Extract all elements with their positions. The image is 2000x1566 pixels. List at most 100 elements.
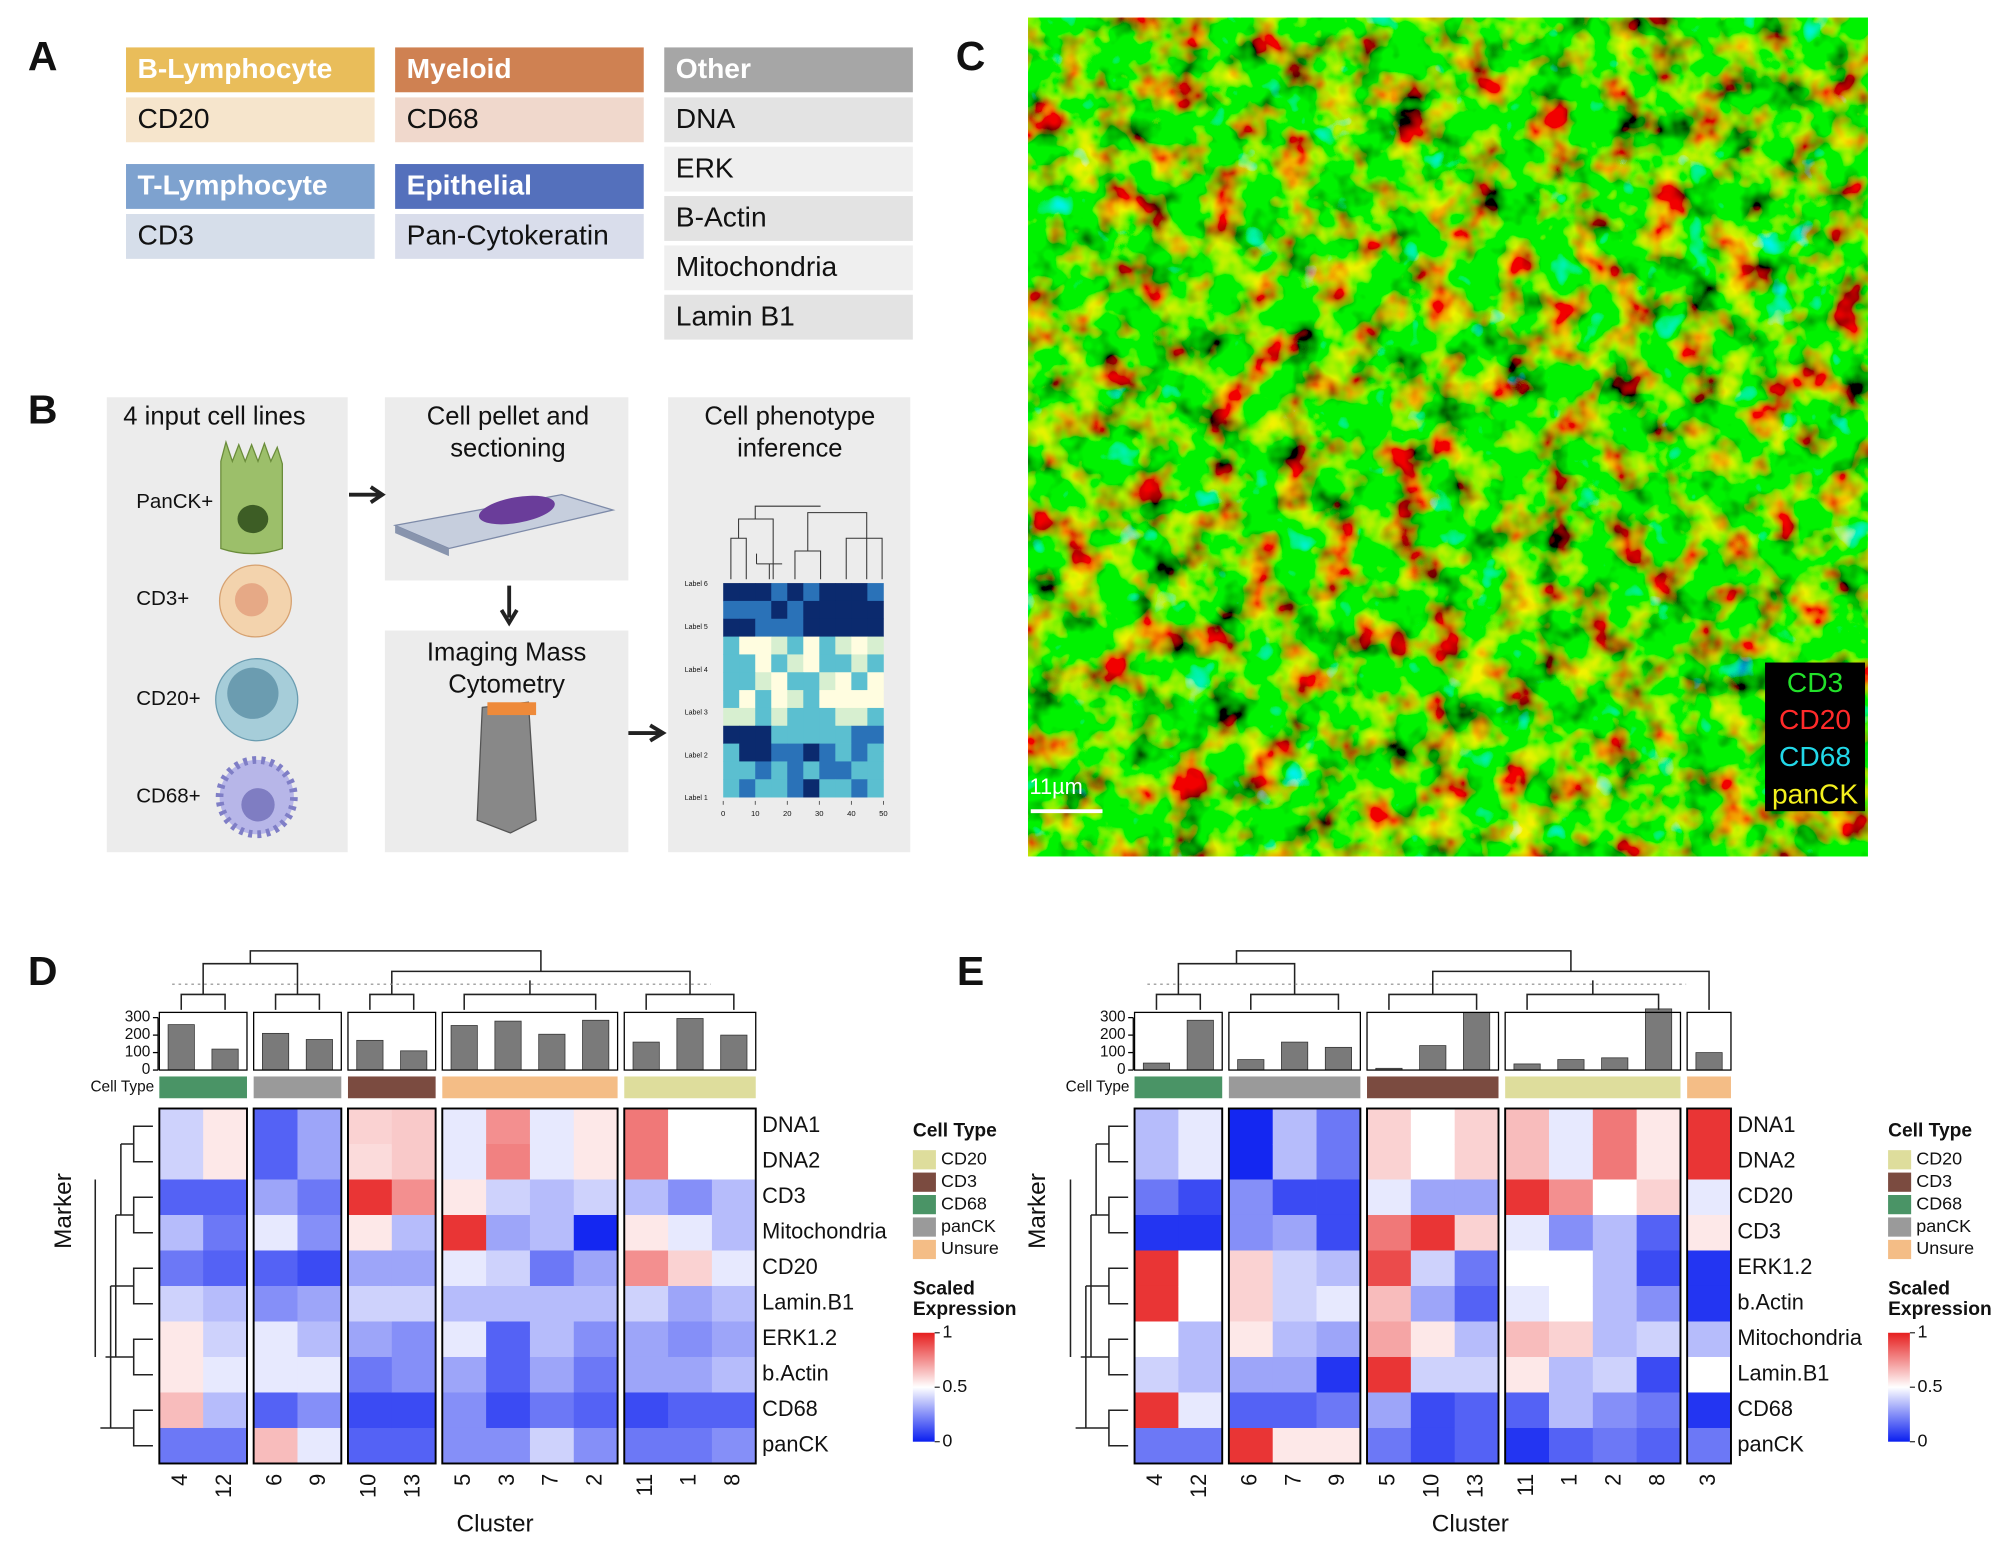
legend-swatch — [912, 1150, 936, 1170]
count-bar — [582, 1019, 610, 1071]
mini-cell — [723, 583, 740, 602]
cell-line: CD3+ — [136, 587, 189, 610]
marker-label: CD20 — [1737, 1183, 1793, 1208]
cluster-label: 2 — [581, 1474, 606, 1486]
heatmap-cell — [1272, 1144, 1317, 1180]
cluster-label: 5 — [450, 1474, 475, 1486]
colorbar-tick-label: 0.5 — [942, 1376, 967, 1396]
heatmap-cell — [347, 1179, 393, 1216]
cluster-label: 10 — [356, 1474, 381, 1498]
heatmap-cell — [203, 1108, 248, 1145]
heatmap-cell — [1548, 1427, 1594, 1464]
heatmap-cell — [203, 1285, 248, 1322]
dendrogram — [1069, 1125, 1129, 1447]
mini-cell — [723, 779, 740, 798]
mini-cell — [803, 654, 820, 673]
heatmap-cell — [711, 1321, 757, 1358]
panel-b-art: Label 6 Label 5 Label 4 Label 3 Label 2 Label… — [106, 397, 911, 853]
heatmap-cell — [159, 1108, 204, 1145]
heatmap-cell — [1410, 1108, 1456, 1145]
mini-cell — [755, 636, 772, 655]
cluster-label: 3 — [1695, 1474, 1720, 1486]
marker-row — [664, 97, 913, 143]
legend-swatch — [1888, 1195, 1912, 1215]
cell-type-strip — [1134, 1076, 1223, 1099]
marker-label: CD20 — [762, 1254, 818, 1279]
heatmap-cell — [1410, 1179, 1456, 1216]
heatmap-cell — [668, 1250, 713, 1287]
heatmap-cell — [624, 1356, 669, 1393]
heatmap-cell — [203, 1250, 248, 1287]
panel-label: A — [28, 33, 58, 79]
heatmap-cell — [1410, 1427, 1456, 1464]
mini-cell — [851, 707, 868, 727]
heatmap-cell — [486, 1392, 531, 1429]
mini-tick-label: 30 — [815, 809, 824, 818]
nucleus — [234, 583, 269, 617]
box-title: Cell phenotype — [704, 403, 875, 431]
heatmap-cell — [1272, 1285, 1317, 1322]
heatmap-cell — [1454, 1144, 1499, 1180]
heatmap-cell — [1548, 1392, 1594, 1429]
heatmap-cell — [1367, 1321, 1412, 1358]
box — [384, 397, 629, 581]
mini-heatmap: Label 6 Label 5 Label 4 Label 3 Label 2 Label… — [685, 505, 888, 818]
heatmap-cell — [159, 1285, 204, 1322]
heatmap-cell — [347, 1427, 393, 1464]
mini-cell — [867, 707, 884, 727]
cluster-label: 9 — [1324, 1474, 1349, 1486]
box-title: Cell pellet and — [427, 403, 589, 431]
cell-type-strip — [347, 1076, 436, 1099]
cell-type-strip — [159, 1076, 247, 1099]
heatmap-cell — [668, 1427, 713, 1464]
mini-cell — [835, 636, 852, 655]
heatmap-cell — [711, 1392, 757, 1429]
mini-cell — [739, 743, 756, 762]
mini-tick-label: 50 — [879, 809, 888, 818]
count-bar — [1281, 1041, 1309, 1071]
heatmap-cell — [486, 1179, 531, 1216]
marker-name: CD3 — [138, 219, 194, 251]
heatmap-cell — [624, 1285, 669, 1322]
mini-cell — [835, 690, 852, 709]
mini-tick-label: 10 — [751, 809, 760, 818]
mini-cell — [819, 690, 836, 709]
cluster-label: 1 — [1557, 1474, 1582, 1486]
scale-title: Scaled — [913, 1278, 975, 1299]
heatmap-cell — [1687, 1321, 1732, 1358]
mini-cell — [803, 583, 820, 602]
heatmap-cell — [711, 1356, 757, 1393]
mini-cell — [819, 761, 836, 780]
cell-line: CD20+ — [136, 687, 200, 710]
mini-cell — [867, 600, 884, 620]
heatmap-cell — [1636, 1144, 1681, 1180]
bar-box — [158, 1011, 248, 1071]
count-bar — [720, 1034, 748, 1071]
cluster-label: 2 — [1600, 1474, 1625, 1486]
heatmap-cell — [1228, 1144, 1274, 1180]
mini-tick-label: 40 — [847, 809, 856, 818]
mini-cell — [723, 761, 740, 780]
group-header — [126, 164, 375, 209]
marker-label: ERK1.2 — [762, 1325, 837, 1350]
mini-cell — [835, 583, 852, 602]
heatmap-cell — [529, 1250, 575, 1287]
bar-box — [1686, 1011, 1732, 1071]
colorbar-tick-label: 1 — [1918, 1322, 1928, 1342]
mini-cell — [739, 654, 756, 673]
image-legend — [1765, 662, 1866, 812]
legend-text: CD20 — [1779, 703, 1851, 735]
heatmap-cell — [297, 1321, 342, 1358]
mini-cell — [787, 636, 804, 655]
cluster-label: 6 — [1237, 1474, 1262, 1486]
mini-cell — [867, 761, 884, 780]
marker-label: CD3 — [1737, 1218, 1781, 1243]
mini-cell — [739, 690, 756, 709]
heatmap-cell — [1178, 1356, 1223, 1393]
bar-box — [1504, 1011, 1682, 1071]
marker-label: DNA2 — [762, 1147, 820, 1172]
heatmap-cell — [391, 1427, 437, 1464]
heatmap-cell — [203, 1179, 248, 1216]
heatmap-cell — [442, 1250, 487, 1287]
heatmap-cell — [253, 1321, 298, 1358]
